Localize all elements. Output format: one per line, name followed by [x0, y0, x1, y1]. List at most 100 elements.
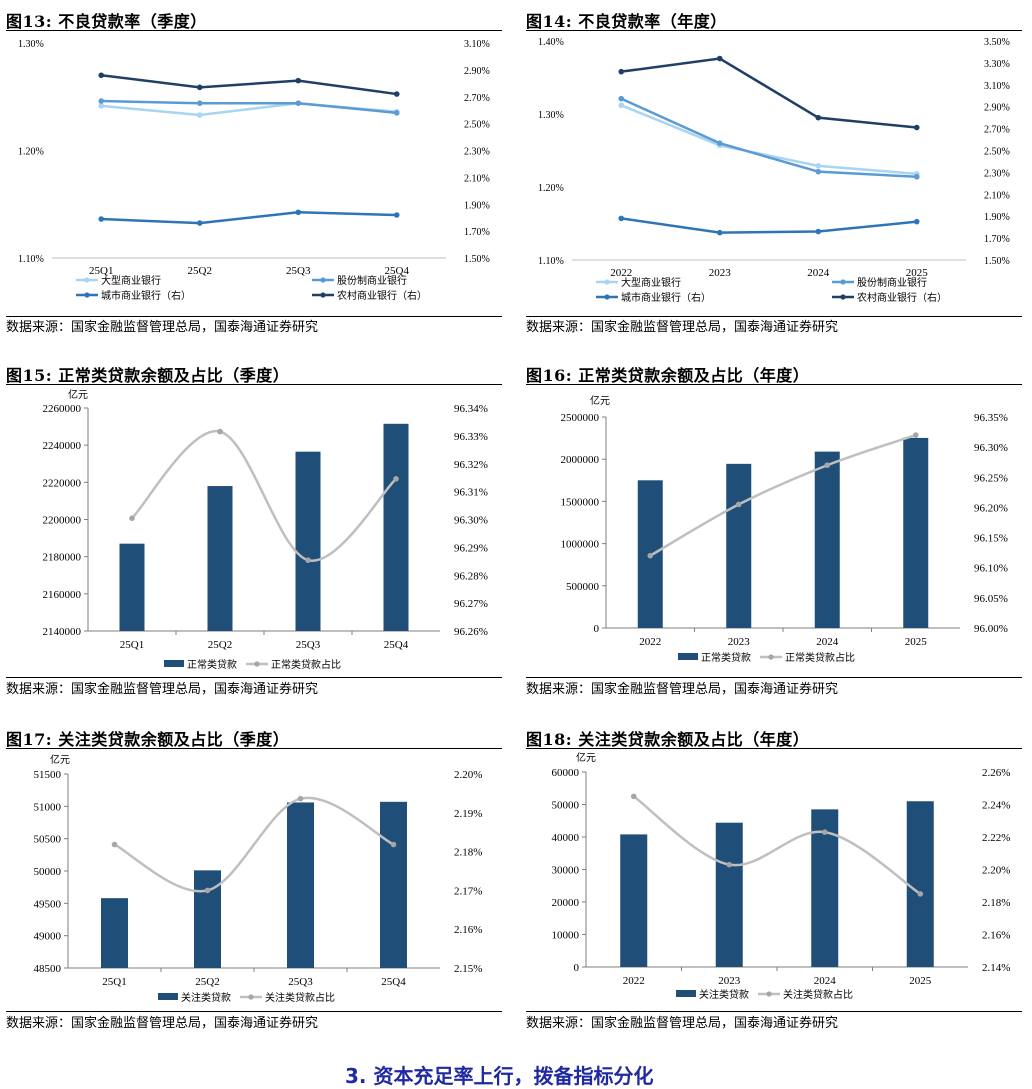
- y-tick-right: 2.90%: [464, 66, 490, 77]
- ratio-point: [726, 861, 733, 868]
- y-tick-left: 1.30%: [538, 110, 564, 121]
- data-point: [618, 68, 625, 75]
- legend-label: 城市商业银行（右）: [621, 291, 711, 304]
- x-tick-label: 2025: [909, 975, 932, 987]
- ratio-point: [735, 501, 742, 508]
- legend-marker-line: [248, 994, 254, 1000]
- y-tick-right: 2.20%: [454, 769, 482, 781]
- y-unit-label: 亿元: [590, 394, 610, 407]
- bar-chart-fig18: 亿元 0 10000 20000 30000 40000 50000 60000 2.14% 2.…: [552, 751, 1011, 1001]
- series-line: [620, 97, 917, 179]
- chart-title: 图16: 正常类贷款余额及占比（年度）: [526, 366, 810, 385]
- bar-chart-fig16: 亿元 0 500000 1000000 1500000 2000000 2500000 96.…: [561, 394, 1008, 664]
- ratio-point: [390, 841, 397, 848]
- y-tick-right: 96.30%: [974, 442, 1008, 454]
- source-note: 数据来源：国家金融监督管理总局，国泰海通证券研究: [6, 320, 319, 335]
- y-tick-right: 2.16%: [454, 924, 482, 936]
- x-tick-label: 2023: [728, 636, 751, 648]
- y-tick-right: 2.50%: [464, 120, 490, 131]
- x-tick-label: 25Q2: [195, 976, 219, 988]
- y-tick-label: 20000: [552, 897, 580, 909]
- source-note: 数据来源：国家金融监督管理总局，国泰海通证券研究: [526, 1016, 839, 1031]
- legend-label-bar: 正常类贷款: [701, 651, 751, 664]
- series-line: [620, 104, 917, 176]
- y-tick-right: 1.90%: [464, 200, 490, 211]
- source-note: 数据来源：国家金融监督管理总局，国泰海通证券研究: [6, 682, 319, 697]
- bar-chart-fig17: 亿元 48500 49000 49500 50000 50500 51000 51500 2.1…: [34, 753, 483, 1004]
- y-tick-right: 96.29%: [454, 542, 488, 554]
- legend-marker: [840, 294, 846, 300]
- chart-title: 图15: 正常类贷款余额及占比（季度）: [6, 366, 290, 385]
- ratio-line: [113, 796, 395, 893]
- y-tick-right: 96.15%: [974, 533, 1008, 545]
- x-tick-label: 2022: [623, 975, 645, 987]
- y-tick-right: 1.70%: [984, 234, 1010, 245]
- y-unit-label: 亿元: [68, 388, 88, 401]
- y-tick-right: 96.30%: [454, 515, 488, 527]
- y-tick-label: 2160000: [43, 589, 82, 601]
- data-point: [98, 72, 105, 79]
- y-tick-right: 2.26%: [982, 767, 1010, 779]
- ratio-point: [217, 428, 223, 435]
- y-tick-left: 1.10%: [18, 254, 44, 265]
- line-chart-fig14: 1.10% 1.20% 1.30% 1.40% 1.50% 1.70% 1.90% 2.10%…: [538, 37, 1010, 304]
- series-line: [621, 217, 917, 234]
- y-tick-right: 2.30%: [464, 147, 490, 158]
- legend-label: 农村商业银行（右）: [337, 289, 427, 302]
- series-line: [101, 211, 397, 225]
- data-point: [716, 229, 723, 236]
- ratio-point: [630, 793, 637, 800]
- y-tick-label: 30000: [552, 865, 580, 877]
- legend-marker: [320, 277, 326, 283]
- legend-label-line: 正常类贷款占比: [785, 651, 855, 664]
- x-tick-label: 25Q3: [286, 265, 311, 277]
- ratio-line: [131, 430, 397, 562]
- y-tick-label: 60000: [552, 767, 580, 779]
- ratio-point: [821, 829, 828, 835]
- y-tick-label: 2260000: [43, 403, 82, 415]
- source-note: 数据来源：国家金融监督管理总局，国泰海通证券研究: [526, 320, 839, 335]
- y-tick-right: 2.15%: [454, 963, 482, 975]
- y-tick-right: 3.10%: [984, 81, 1010, 92]
- y-tick-right: 2.18%: [982, 897, 1010, 909]
- x-tick-label: 2023: [709, 267, 732, 279]
- x-tick-label: 25Q2: [188, 265, 212, 277]
- x-tick-label: 2022: [639, 636, 661, 648]
- y-tick-right: 96.20%: [974, 502, 1008, 514]
- y-tick-right: 2.90%: [984, 103, 1010, 114]
- chart-panel-fig18: 图18: 关注类贷款余额及占比（年度） 亿元 0 10000 20000 30000 40…: [526, 726, 1026, 1036]
- x-tick-label: 2025: [906, 267, 929, 279]
- ratio-point: [129, 515, 135, 521]
- data-point: [393, 212, 400, 218]
- chart-panel-fig13: 图13: 不良贷款率（季度） 1.10% 1.20% 1.30% 1.50% 1.70%…: [6, 8, 506, 335]
- bar: [101, 898, 128, 968]
- y-tick-right: 96.32%: [454, 459, 488, 471]
- data-point: [618, 102, 625, 109]
- line-chart-fig13: 1.10% 1.20% 1.30% 1.50% 1.70% 1.90% 2.10% 2.30%…: [18, 39, 490, 302]
- data-point: [196, 112, 203, 118]
- y-tick-label: 500000: [566, 581, 600, 593]
- x-tick-label: 25Q4: [381, 976, 406, 988]
- y-tick-right: 96.31%: [454, 487, 488, 499]
- data-point: [196, 100, 203, 106]
- y-tick-right: 2.20%: [982, 865, 1010, 877]
- chart-panel-fig16: 图16: 正常类贷款余额及占比（年度） 亿元 0 500000 1000000 1500…: [526, 362, 1026, 697]
- x-tick-label: 25Q1: [102, 976, 126, 988]
- legend-swatch-bar: [678, 653, 698, 660]
- y-tick-label: 49500: [34, 898, 62, 910]
- y-tick-label: 0: [574, 962, 580, 974]
- legend-label: 城市商业银行（右）: [101, 289, 191, 302]
- legend-label: 股份制商业银行: [337, 274, 407, 287]
- x-tick-label: 25Q3: [288, 976, 313, 988]
- y-tick-label: 48500: [34, 963, 62, 975]
- y-tick-right: 96.26%: [454, 626, 488, 638]
- y-tick-label: 2140000: [43, 626, 82, 638]
- source-note: 数据来源：国家金融监督管理总局，国泰海通证券研究: [6, 1016, 319, 1031]
- y-tick-right: 96.28%: [454, 570, 488, 582]
- ratio-point: [912, 432, 919, 438]
- x-tick-label: 25Q4: [384, 639, 409, 651]
- x-tick-label: 2024: [814, 975, 837, 987]
- ratio-line: [649, 433, 917, 557]
- section-heading: 3. 资本充足率上行，拨备指标分化: [345, 1064, 654, 1088]
- data-point: [815, 114, 822, 121]
